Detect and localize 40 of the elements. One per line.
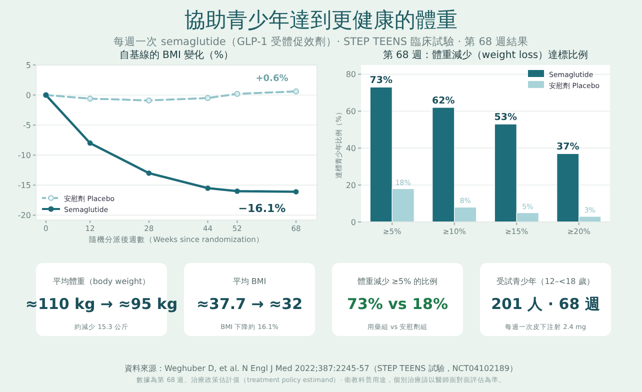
y-tick-label: 40 [346, 144, 356, 154]
text: 73% vs 18% [347, 295, 448, 313]
y-tick-label: -15 [18, 181, 31, 190]
point [234, 90, 240, 97]
source-note: 資料來源：Weghuber D, et al. N Engl J Med 2022;387:2245-57（STEP TEENS 試驗，NCT04102189） [124, 364, 518, 373]
point [87, 140, 93, 146]
text: 協助青少年達到更健康的體重 [184, 8, 458, 32]
point [146, 97, 152, 104]
text: 平均體重（body weight） [52, 277, 150, 286]
annotation: +0.6% [256, 74, 288, 84]
chart-title: 第 68 週：體重減少（weight loss）達標比例 [382, 49, 588, 61]
y-tick-label: -20 [18, 211, 31, 220]
y-tick-label: 0 [26, 91, 31, 100]
text: 201 人 · 68 週 [491, 295, 601, 313]
text: 平均 BMI [232, 277, 266, 286]
point [204, 95, 211, 102]
data-label: 73% [370, 75, 393, 86]
y-tick-label: 80 [346, 70, 356, 80]
text: ≈37.7 → ≈32 [196, 295, 303, 313]
point [205, 185, 210, 191]
text: 體重減少 ≥5% 的比例 [357, 277, 438, 286]
y-tick-label: 20 [346, 181, 356, 190]
data-label: 62% [432, 95, 456, 106]
text: 受試青少年（12–<18 歲） [496, 277, 594, 286]
y-tick-label: 5 [26, 61, 31, 70]
point [146, 170, 152, 176]
text: ≈110 kg → ≈95 kg [25, 295, 178, 313]
y-tick-label: -10 [18, 151, 31, 160]
point [234, 188, 240, 194]
y-tick-label: 0 [350, 218, 356, 227]
point [87, 96, 94, 102]
annotation: −16.1% [238, 202, 286, 215]
y-tick-label: 60 [346, 107, 356, 116]
y-tick-label: -5 [23, 121, 31, 130]
data-label: 37% [556, 142, 580, 153]
data-label: 53% [494, 112, 518, 124]
chart-title: 自基線的 BMI 變化（%） [119, 49, 234, 61]
point [293, 88, 300, 94]
text: 每週一次 semaglutide（GLP-1 受體促效劑）· STEP TEENS 臨床試驗 · 第 68 週結果 [114, 35, 528, 48]
point [293, 189, 299, 194]
